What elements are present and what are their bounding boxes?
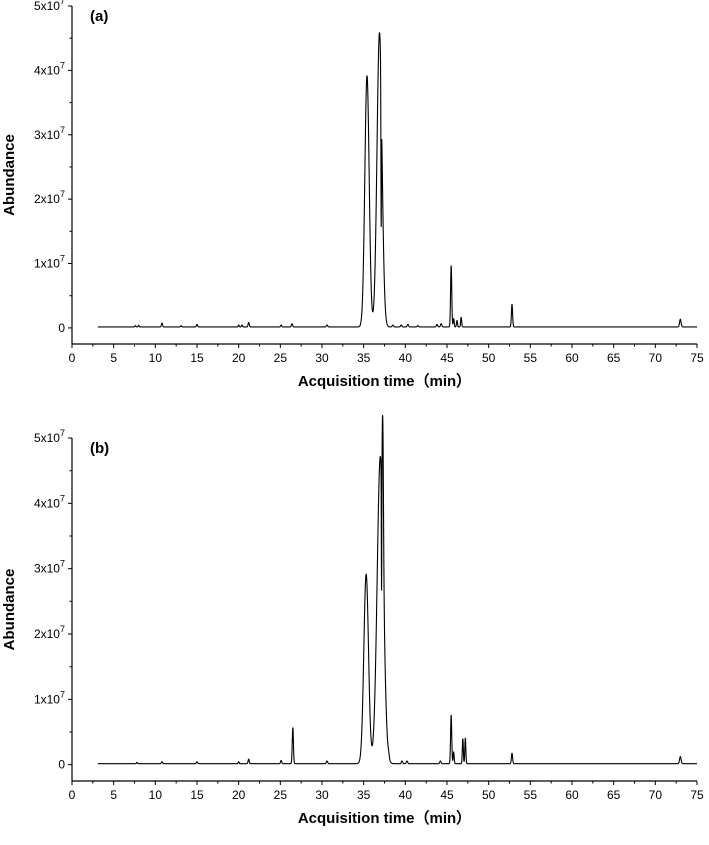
x-tick-label: 45 bbox=[440, 788, 454, 802]
x-tick-label: 30 bbox=[315, 788, 329, 802]
x-tick-label: 5 bbox=[110, 351, 117, 365]
x-tick-label: 5 bbox=[110, 788, 117, 802]
y-tick-label-exponent: 7 bbox=[60, 125, 65, 135]
y-tick-label: 1x107 bbox=[34, 254, 65, 271]
x-tick-label: 20 bbox=[232, 788, 246, 802]
y-tick-label-base: 1x10 bbox=[34, 257, 60, 271]
y-tick-label: 3x107 bbox=[34, 125, 65, 142]
x-tick-label: 0 bbox=[69, 351, 76, 365]
x-tick-label: 45 bbox=[440, 351, 454, 365]
x-tick-label: 30 bbox=[315, 351, 329, 365]
peak-point bbox=[382, 645, 384, 647]
x-tick-label: 15 bbox=[190, 788, 204, 802]
y-tick-label: 5x107 bbox=[34, 428, 65, 445]
y-tick-label-base: 4x10 bbox=[34, 496, 60, 510]
x-tick-label: 35 bbox=[357, 351, 371, 365]
y-tick-label-base: 2x10 bbox=[34, 192, 60, 206]
y-tick-label-exponent: 7 bbox=[60, 189, 65, 199]
x-tick-label: 10 bbox=[149, 788, 163, 802]
x-tick-label: 50 bbox=[482, 788, 496, 802]
y-tick-label-exponent: 7 bbox=[60, 624, 65, 634]
x-tick-label: 70 bbox=[649, 351, 663, 365]
chromatogram-trace bbox=[97, 32, 698, 328]
x-tick-label: 0 bbox=[69, 788, 76, 802]
x-tick-label: 75 bbox=[690, 788, 704, 802]
y-axis-title: Abundance bbox=[1, 569, 18, 651]
y-tick-label-exponent: 7 bbox=[60, 254, 65, 264]
y-tick-label-base: 3x10 bbox=[34, 128, 60, 142]
x-tick-label: 40 bbox=[399, 788, 413, 802]
y-tick-label-base: 5x10 bbox=[34, 431, 60, 445]
y-tick-label: 1x107 bbox=[34, 689, 65, 706]
y-tick-label-exponent: 7 bbox=[60, 493, 65, 503]
y-tick-label-exponent: 7 bbox=[60, 428, 65, 438]
y-tick-label: 0 bbox=[58, 758, 65, 772]
chart-panel-a: 0 5 10 15 20 25 30 35 40 45 50 55 60 65 70 7501x1072x10… bbox=[1, 0, 704, 390]
y-tick-label-base: 2x10 bbox=[34, 627, 60, 641]
y-tick-label-exponent: 7 bbox=[60, 689, 65, 699]
y-tick-label: 3x107 bbox=[34, 559, 65, 576]
x-tick-label: 60 bbox=[565, 788, 579, 802]
x-tick-label: 10 bbox=[149, 351, 163, 365]
x-tick-label: 40 bbox=[399, 351, 413, 365]
x-axis-title: Acquisition time（min） bbox=[298, 372, 471, 390]
x-tick-label: 65 bbox=[607, 351, 621, 365]
y-tick-label-exponent: 7 bbox=[60, 559, 65, 569]
x-tick-label: 50 bbox=[482, 351, 496, 365]
chart-panel-b: 0 5 10 15 20 25 30 35 40 45 50 55 60 65 70 7501x1072x10… bbox=[1, 415, 704, 827]
y-tick-label-base: 0 bbox=[58, 321, 65, 335]
x-tick-label: 20 bbox=[232, 351, 246, 365]
y-tick-label-base: 5x10 bbox=[34, 0, 60, 13]
x-tick-label: 55 bbox=[524, 788, 538, 802]
x-tick-label: 60 bbox=[565, 351, 579, 365]
x-tick-label: 25 bbox=[274, 788, 288, 802]
y-tick-label-base: 3x10 bbox=[34, 562, 60, 576]
y-tick-label: 5x107 bbox=[34, 0, 65, 13]
x-tick-label: 75 bbox=[690, 351, 704, 365]
y-tick-label-base: 4x10 bbox=[34, 63, 60, 77]
x-axis-title: Acquisition time（min） bbox=[298, 809, 471, 827]
x-tick-label: 15 bbox=[190, 351, 204, 365]
y-tick-label-exponent: 7 bbox=[60, 0, 65, 6]
x-tick-label: 55 bbox=[524, 351, 538, 365]
chromatogram-trace bbox=[97, 415, 698, 765]
y-tick-label-exponent: 7 bbox=[60, 60, 65, 70]
y-tick-label: 2x107 bbox=[34, 624, 65, 641]
x-tick-label: 65 bbox=[607, 788, 621, 802]
panel-label: (a) bbox=[90, 8, 108, 25]
y-tick-label: 4x107 bbox=[34, 60, 65, 77]
x-tick-label: 25 bbox=[274, 351, 288, 365]
panel-label: (b) bbox=[90, 440, 109, 457]
y-tick-label-base: 1x10 bbox=[34, 692, 60, 706]
x-tick-label: 35 bbox=[357, 788, 371, 802]
y-axis-title: Abundance bbox=[1, 134, 18, 216]
y-tick-label: 0 bbox=[58, 321, 65, 335]
y-tick-label: 4x107 bbox=[34, 493, 65, 510]
y-tick-label: 2x107 bbox=[34, 189, 65, 206]
x-tick-label: 70 bbox=[649, 788, 663, 802]
y-tick-label-base: 0 bbox=[58, 758, 65, 772]
peak-point bbox=[388, 760, 390, 762]
